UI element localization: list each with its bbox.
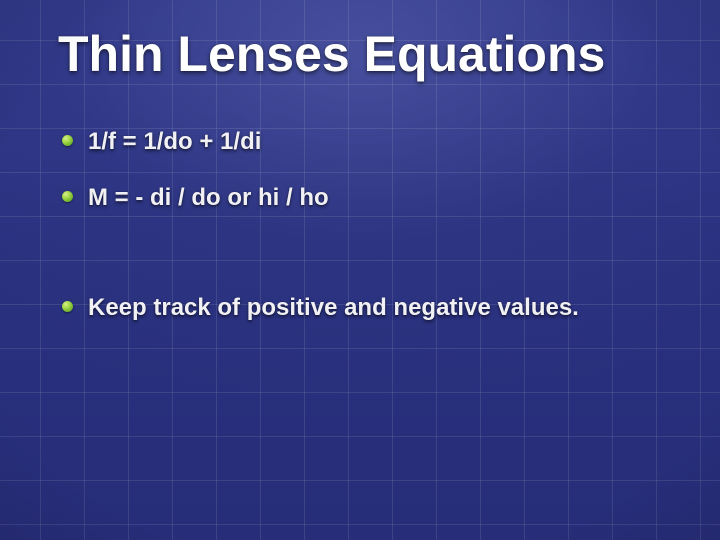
- bullet-marker-icon: [62, 135, 73, 146]
- bullet-item: M = - di / do or hi / ho: [88, 183, 662, 213]
- bullet-item: 1/f = 1/do + 1/di: [88, 127, 662, 157]
- bullet-marker-icon: [62, 301, 73, 312]
- bullet-item: Keep track of positive and negative valu…: [88, 293, 662, 323]
- bullet-spacer: [88, 239, 662, 293]
- bullet-list: 1/f = 1/do + 1/di M = - di / do or hi / h…: [58, 127, 662, 323]
- bullet-text: Keep track of positive and negative valu…: [88, 294, 579, 321]
- bullet-marker-icon: [62, 191, 73, 202]
- slide-title: Thin Lenses Equations: [58, 28, 662, 81]
- slide-content: Thin Lenses Equations 1/f = 1/do + 1/di M…: [0, 0, 720, 323]
- bullet-text: M = - di / do or hi / ho: [88, 184, 329, 211]
- bullet-text: 1/f = 1/do + 1/di: [88, 128, 261, 155]
